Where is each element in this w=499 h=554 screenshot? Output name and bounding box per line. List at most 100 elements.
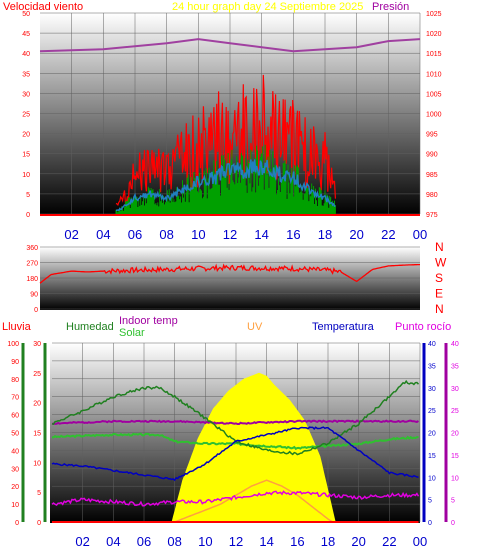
top-x-tick-label: 14 bbox=[254, 227, 268, 242]
top-left-tick-label: 30 bbox=[22, 91, 30, 98]
top-right-tick-label: 1025 bbox=[426, 11, 442, 18]
top-right-tick-label: 985 bbox=[426, 172, 438, 179]
middle-left-tick-label: 360 bbox=[26, 245, 38, 252]
humidity-tick-label: 20 bbox=[33, 401, 41, 408]
top-panel-series bbox=[39, 38, 421, 214]
top-x-tick-label: 04 bbox=[96, 227, 110, 242]
rain-tick-label: 80 bbox=[11, 377, 19, 384]
top-x-tick-label: 22 bbox=[381, 227, 395, 242]
top-panel-ticks: 0510152025303540455097598098599099510001… bbox=[22, 11, 441, 242]
top-x-tick-label: 06 bbox=[128, 227, 142, 242]
top-right-tick-label: 995 bbox=[426, 132, 438, 139]
rain-tick-label: 90 bbox=[11, 359, 19, 366]
dewpoint-tick-label: 0 bbox=[451, 520, 455, 527]
bottom-x-tick-label: 20 bbox=[351, 534, 365, 549]
temperature-line bbox=[51, 426, 419, 482]
top-right-tick-label: 1020 bbox=[426, 31, 442, 38]
bottom-x-tick-label: 18 bbox=[321, 534, 335, 549]
top-left-tick-label: 5 bbox=[26, 192, 30, 199]
dewpoint-tick-label: 20 bbox=[451, 431, 459, 438]
bottom-x-tick-label: 22 bbox=[382, 534, 396, 549]
humidity-tick-label: 15 bbox=[33, 431, 41, 438]
middle-panel-series bbox=[39, 263, 420, 284]
top-left-tick-label: 20 bbox=[22, 132, 30, 139]
dewpoint-tick-label: 15 bbox=[451, 453, 459, 460]
wind-speed-title: Velocidad viento bbox=[3, 1, 83, 13]
rain-tick-label: 50 bbox=[11, 431, 19, 438]
middle-left-tick-label: 270 bbox=[26, 261, 38, 268]
wind-speed-line bbox=[115, 74, 336, 207]
rain-tick-label: 60 bbox=[11, 413, 19, 420]
dewpoint-label: Punto rocío bbox=[395, 321, 451, 333]
top-right-tick-label: 1010 bbox=[426, 71, 442, 78]
pressure-title: Presión bbox=[372, 1, 409, 13]
rain-tick-label: 0 bbox=[15, 520, 19, 527]
dewpoint-tick-label: 40 bbox=[451, 341, 459, 348]
compass-label: E bbox=[435, 287, 443, 301]
top-left-tick-label: 0 bbox=[26, 212, 30, 219]
temperature-tick-label: 40 bbox=[428, 341, 436, 348]
indoor-temp-line bbox=[51, 419, 419, 425]
compass-label: W bbox=[435, 256, 447, 270]
bottom-x-tick-label: 00 bbox=[413, 534, 427, 549]
top-right-tick-label: 980 bbox=[426, 192, 438, 199]
humidity-tick-label: 10 bbox=[33, 460, 41, 467]
humidity-tick-label: 30 bbox=[33, 341, 41, 348]
solar-radiation-area bbox=[52, 372, 336, 522]
compass-label: S bbox=[435, 271, 443, 285]
solar-line bbox=[51, 432, 419, 451]
bottom-x-tick-label: 06 bbox=[137, 534, 151, 549]
rain-label: Lluvia bbox=[2, 321, 32, 333]
top-left-tick-label: 40 bbox=[22, 51, 30, 58]
wind-direction-line bbox=[39, 263, 420, 284]
humidity-label: Humedad bbox=[66, 321, 114, 333]
temperature-tick-label: 35 bbox=[428, 363, 436, 370]
wind-average-fill bbox=[115, 144, 336, 214]
uv-label: UV bbox=[247, 321, 263, 333]
middle-left-tick-label: 0 bbox=[34, 307, 38, 314]
wind-average-line bbox=[116, 159, 336, 212]
bottom-panel-series bbox=[51, 372, 420, 523]
bottom-x-tick-label: 08 bbox=[167, 534, 181, 549]
top-x-tick-label: 12 bbox=[223, 227, 237, 242]
top-left-tick-label: 15 bbox=[22, 152, 30, 159]
rain-tick-label: 30 bbox=[11, 466, 19, 473]
indoor-temp-label: Indoor temp bbox=[119, 315, 178, 327]
dewpoint-line bbox=[51, 490, 420, 507]
top-x-tick-label: 10 bbox=[191, 227, 205, 242]
middle-left-tick-label: 180 bbox=[26, 276, 38, 283]
humidity-tick-label: 5 bbox=[37, 490, 41, 497]
graph-title: 24 hour graph day 24 Septiembre 2025 bbox=[172, 1, 363, 13]
rain-tick-label: 40 bbox=[11, 448, 19, 455]
top-x-tick-label: 20 bbox=[349, 227, 363, 242]
bottom-x-tick-label: 10 bbox=[198, 534, 212, 549]
dewpoint-tick-label: 10 bbox=[451, 475, 459, 482]
top-right-tick-label: 990 bbox=[426, 152, 438, 159]
temperature-label: Temperatura bbox=[312, 321, 375, 333]
top-x-tick-label: 18 bbox=[318, 227, 332, 242]
middle-left-tick-label: 90 bbox=[30, 292, 38, 299]
top-x-tick-label: 00 bbox=[413, 227, 427, 242]
top-left-tick-label: 50 bbox=[22, 11, 30, 18]
dewpoint-tick-label: 5 bbox=[451, 498, 455, 505]
bottom-panel-grid bbox=[21, 342, 448, 523]
dewpoint-tick-label: 35 bbox=[451, 363, 459, 370]
compass-label: N bbox=[435, 302, 444, 316]
temperature-tick-label: 5 bbox=[428, 498, 432, 505]
bottom-x-tick-label: 12 bbox=[229, 534, 243, 549]
top-right-tick-label: 975 bbox=[426, 212, 438, 219]
temperature-tick-label: 15 bbox=[428, 453, 436, 460]
top-left-tick-label: 35 bbox=[22, 71, 30, 78]
temperature-tick-label: 20 bbox=[428, 431, 436, 438]
bottom-x-tick-label: 16 bbox=[290, 534, 304, 549]
dewpoint-tick-label: 25 bbox=[451, 408, 459, 415]
top-left-tick-label: 25 bbox=[22, 112, 30, 119]
temperature-tick-label: 0 bbox=[428, 520, 432, 527]
top-left-tick-label: 45 bbox=[22, 31, 30, 38]
compass-label: N bbox=[435, 240, 444, 254]
top-x-tick-label: 02 bbox=[64, 227, 78, 242]
bottom-x-tick-label: 04 bbox=[106, 534, 120, 549]
middle-panel-background bbox=[40, 247, 420, 310]
